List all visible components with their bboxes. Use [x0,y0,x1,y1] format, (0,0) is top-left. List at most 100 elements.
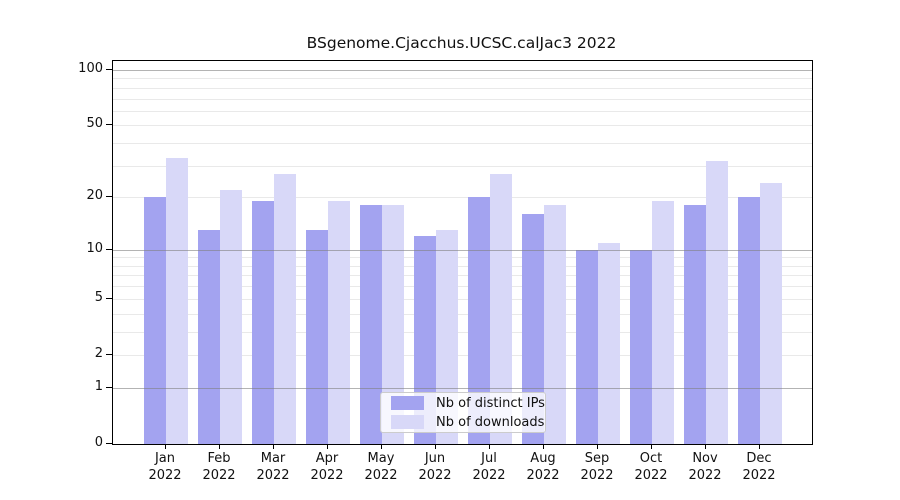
x-label-year: 2022 [202,468,236,483]
legend: Nb of distinct IPs Nb of downloads [380,392,546,433]
y-tick-10 [106,248,112,250]
x-tick-mar [273,444,274,449]
y-tick-0 [106,443,112,444]
gridline-major-100 [113,70,812,71]
x-tick-label-nov: Nov 2022 [670,450,740,484]
x-tick-label-jan: Jan 2022 [130,450,200,484]
x-label-year: 2022 [310,468,344,483]
gridline-minor-5 [113,298,812,300]
gridline-minor-4 [113,313,812,315]
bar-downloads-apr [328,201,350,444]
gridline-minor-70 [113,98,812,100]
bar-downloads-jun [436,230,458,444]
x-label-month: Jan [154,451,176,466]
legend-entry-distinct-ips: Nb of distinct IPs [391,396,545,411]
x-label-month: Mar [260,451,286,466]
x-label-month: Jun [424,451,446,466]
x-tick-apr [327,444,328,449]
x-tick-oct [651,444,652,449]
bar-downloads-jul [490,174,512,444]
gridline-minor-2 [113,354,812,356]
gridline-major-10 [113,249,812,251]
x-tick-label-apr: Apr 2022 [292,450,362,484]
y-tick-label-0: 0 [94,435,103,450]
x-tick-label-aug: Aug 2022 [508,450,578,484]
x-label-year: 2022 [742,468,776,483]
gridline-minor-6 [113,286,812,288]
bar-distinct-ips-jul [468,197,490,444]
y-tick-5 [106,297,112,299]
gridline-minor-20 [113,197,812,199]
legend-swatch-distinct-ips [391,396,424,410]
y-tick-label-10: 10 [86,240,103,256]
gridline-minor-90 [113,78,812,80]
x-label-month: Oct [639,451,663,466]
bar-distinct-ips-dec [738,197,760,444]
x-tick-label-oct: Oct 2022 [616,450,686,484]
y-tick-label-1: 1 [94,378,103,394]
y-tick-label-20: 20 [86,188,103,204]
x-tick-jun [435,444,436,449]
x-tick-label-may: May 2022 [346,450,416,484]
x-label-month: Jul [481,451,497,466]
x-label-year: 2022 [418,468,452,483]
x-label-year: 2022 [364,468,398,483]
x-label-month: Nov [692,451,718,466]
x-label-month: Feb [207,451,231,466]
plot-area [112,60,813,445]
x-tick-aug [543,444,544,449]
x-label-year: 2022 [472,468,506,483]
bar-downloads-feb [220,189,242,444]
gridline-minor-80 [113,87,812,89]
x-label-year: 2022 [688,468,722,483]
gridline-minor-9 [113,257,812,259]
bar-distinct-ips-jan [144,197,166,444]
y-tick-label-5: 5 [94,289,103,305]
bar-distinct-ips-apr [306,230,328,444]
legend-swatch-downloads [391,415,424,429]
y-tick-label-100: 100 [78,61,103,76]
x-label-month: May [367,451,395,466]
bar-downloads-may [382,205,404,444]
gridline-minor-30 [113,165,812,167]
x-label-month: Apr [315,451,339,466]
x-tick-label-sep: Sep 2022 [562,450,632,484]
gridline-major-1 [113,387,812,389]
x-tick-nov [705,444,706,449]
bar-downloads-dec [760,183,782,444]
bar-distinct-ips-nov [684,205,706,444]
legend-entry-downloads: Nb of downloads [391,415,545,430]
bar-distinct-ips-aug [522,214,544,444]
x-tick-label-mar: Mar 2022 [238,450,308,484]
x-tick-label-jul: Jul 2022 [454,450,524,484]
x-label-year: 2022 [634,468,668,483]
bar-distinct-ips-feb [198,230,220,444]
x-tick-sep [597,444,598,449]
bar-distinct-ips-mar [252,201,274,444]
bar-downloads-nov [706,160,728,444]
bar-downloads-oct [652,201,674,444]
y-tick-50 [106,124,112,126]
bar-downloads-mar [274,174,296,444]
x-tick-label-feb: Feb 2022 [184,450,254,484]
gridline-minor-60 [113,110,812,112]
y-tick-label-50: 50 [86,116,103,132]
y-tick-1 [106,386,112,388]
bar-downloads-jan [166,158,188,444]
bar-distinct-ips-may [360,205,382,444]
x-label-year: 2022 [580,468,614,483]
legend-label-downloads: Nb of downloads [436,414,545,430]
gridline-minor-40 [113,143,812,145]
x-label-month: Dec [746,451,772,466]
x-tick-may [381,444,382,449]
x-tick-jan [165,444,166,449]
y-tick-label-2: 2 [94,345,103,361]
bar-downloads-aug [544,205,566,444]
gridline-minor-7 [113,275,812,277]
x-label-year: 2022 [526,468,560,483]
gridline-minor-3 [113,331,812,333]
x-label-year: 2022 [148,468,182,483]
x-tick-jul [489,444,490,449]
gridline-minor-8 [113,265,812,267]
